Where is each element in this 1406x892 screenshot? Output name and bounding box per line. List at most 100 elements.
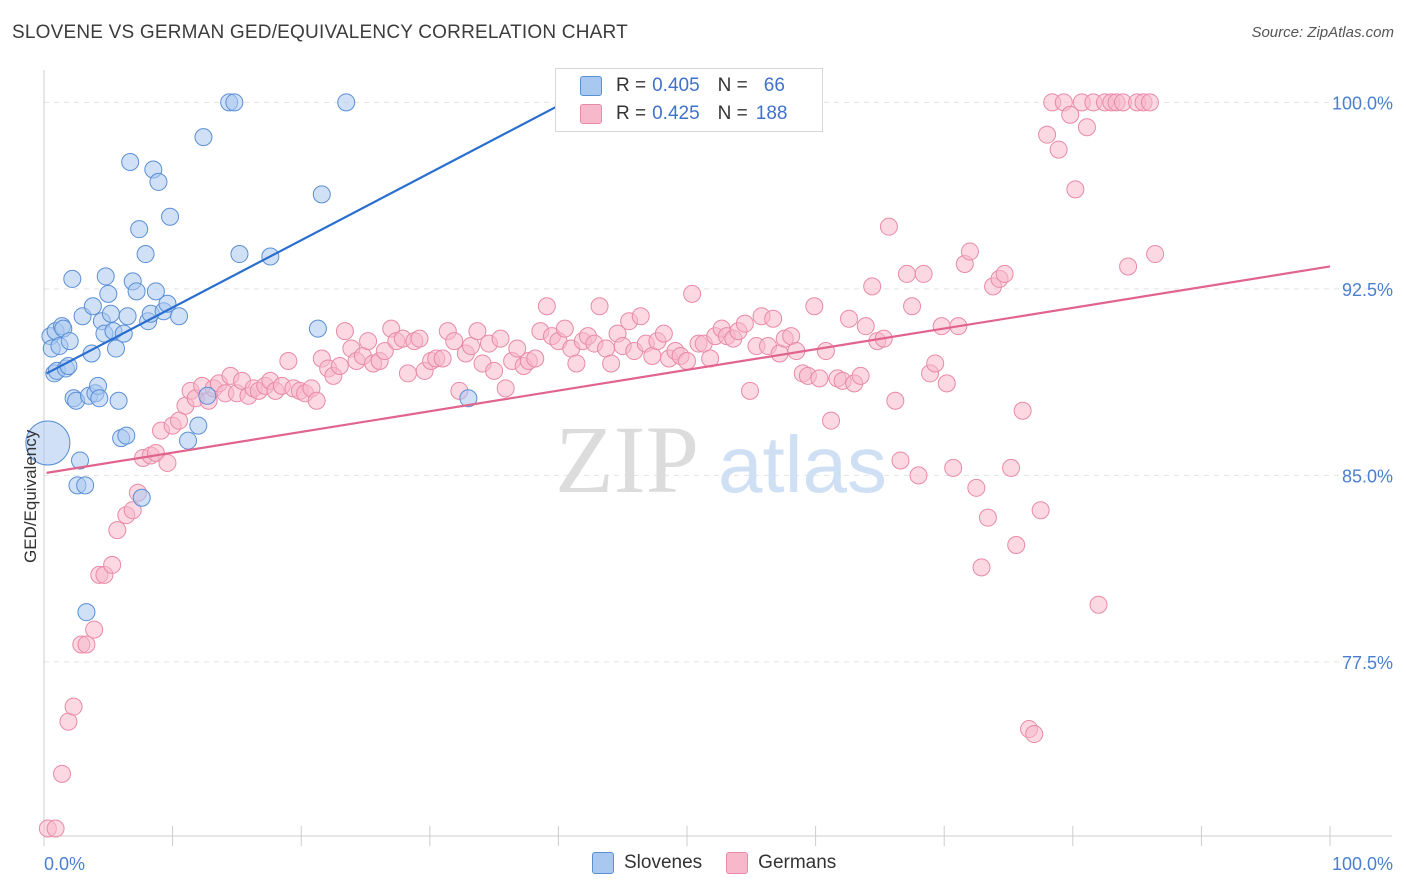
german-point xyxy=(735,314,754,333)
german-point xyxy=(822,411,841,430)
legend-n-label: N = xyxy=(717,103,748,124)
german-point xyxy=(103,555,122,574)
german-point xyxy=(170,411,189,430)
y-axis-label: GED/Equivalency xyxy=(21,429,40,563)
german-point xyxy=(891,451,910,470)
german-point xyxy=(59,712,78,731)
watermark-atlas: atlas xyxy=(718,420,887,509)
slovene-point xyxy=(225,93,244,112)
german-point xyxy=(1038,125,1057,144)
slovene-point xyxy=(132,488,151,507)
slovene-point xyxy=(83,297,102,316)
german-point xyxy=(741,381,760,400)
german-point xyxy=(764,309,783,328)
legend-row-slovenes: R = 0.405 N = 66 xyxy=(580,73,785,99)
legend-r-label: R = xyxy=(616,75,647,96)
german-point xyxy=(335,322,354,341)
german-point xyxy=(307,391,326,410)
slovene-point xyxy=(76,476,95,495)
slovene-point xyxy=(230,245,249,264)
correlation-legend: R = 0.405 N = 66 R = 0.425 N = 188 xyxy=(555,68,823,132)
german-point xyxy=(782,327,801,346)
german-point xyxy=(445,332,464,351)
german-point xyxy=(491,329,510,348)
german-point xyxy=(856,317,875,336)
german-point xyxy=(903,297,922,316)
german-point xyxy=(937,374,956,393)
slovenes-swatch xyxy=(592,852,614,874)
x-tick-label: 0.0% xyxy=(44,854,85,874)
german-point xyxy=(555,319,574,338)
german-point xyxy=(108,521,127,540)
german-point xyxy=(678,351,696,370)
german-point xyxy=(1049,140,1068,159)
german-point xyxy=(468,322,487,341)
slovene-point xyxy=(25,420,71,466)
slovene-point xyxy=(121,153,140,172)
german-point xyxy=(978,508,997,527)
german-point xyxy=(1031,501,1050,520)
slovene-point xyxy=(90,389,109,408)
german-point xyxy=(897,264,916,283)
x-tick-labels: 0.0% 100.0% xyxy=(44,854,1393,874)
german-point xyxy=(567,354,586,373)
slovene-point xyxy=(149,172,168,191)
german-point xyxy=(123,501,142,520)
german-point xyxy=(1002,458,1021,477)
slovene-point xyxy=(63,269,82,288)
german-point xyxy=(1089,595,1108,614)
slovene-point xyxy=(99,284,118,303)
german-point xyxy=(816,342,835,361)
legend-r-value: 0.425 xyxy=(652,103,700,124)
german-point xyxy=(926,354,945,373)
german-point xyxy=(526,349,545,368)
slovene-point xyxy=(107,339,126,358)
german-point xyxy=(496,379,515,398)
slovene-point xyxy=(308,319,327,338)
slovene-point xyxy=(101,304,120,323)
slovene-point xyxy=(77,603,96,622)
german-point xyxy=(932,317,951,336)
slovene-point xyxy=(109,391,128,410)
slovene-point xyxy=(146,282,165,301)
german-point xyxy=(810,369,829,388)
trendlines xyxy=(46,101,1331,474)
german-point xyxy=(863,277,882,296)
german-point xyxy=(602,354,621,373)
german-point xyxy=(1140,93,1159,112)
german-point xyxy=(1061,105,1080,124)
y-tick-label: 77.5% xyxy=(1342,653,1393,673)
slovene-point xyxy=(118,307,137,326)
chart-title: SLOVENE VS GERMAN GED/EQUIVALENCY CORREL… xyxy=(12,22,628,43)
slovene-point xyxy=(459,389,478,408)
german-point xyxy=(654,324,673,343)
slovene-point xyxy=(312,185,331,204)
german-point xyxy=(840,309,859,328)
legend-r-value: 0.405 xyxy=(652,75,700,96)
y-tick-label: 92.5% xyxy=(1342,280,1393,300)
german-point xyxy=(375,342,394,361)
german-point xyxy=(158,453,177,472)
german-point xyxy=(433,349,452,368)
slovene-point xyxy=(127,282,146,301)
series-legend: Slovenes Germans xyxy=(592,852,860,874)
germans-swatch xyxy=(726,852,749,874)
german-point xyxy=(851,366,870,385)
german-point xyxy=(1077,118,1096,137)
german-point xyxy=(914,264,933,283)
slovene-point xyxy=(337,93,356,112)
watermark-zip: ZIP xyxy=(555,406,699,513)
legend-item-slovenes[interactable]: Slovenes xyxy=(592,852,702,874)
slovene-point xyxy=(60,332,79,351)
legend-n-value: 66 xyxy=(763,75,785,96)
slovene-point xyxy=(117,426,136,445)
german-point xyxy=(537,297,556,316)
slovenes-points xyxy=(25,93,574,622)
legend-item-germans[interactable]: Germans xyxy=(726,852,836,874)
german-point xyxy=(508,339,527,358)
german-point xyxy=(805,297,824,316)
german-point xyxy=(643,347,662,366)
german-point xyxy=(1025,725,1044,744)
slovene-point xyxy=(194,128,213,147)
